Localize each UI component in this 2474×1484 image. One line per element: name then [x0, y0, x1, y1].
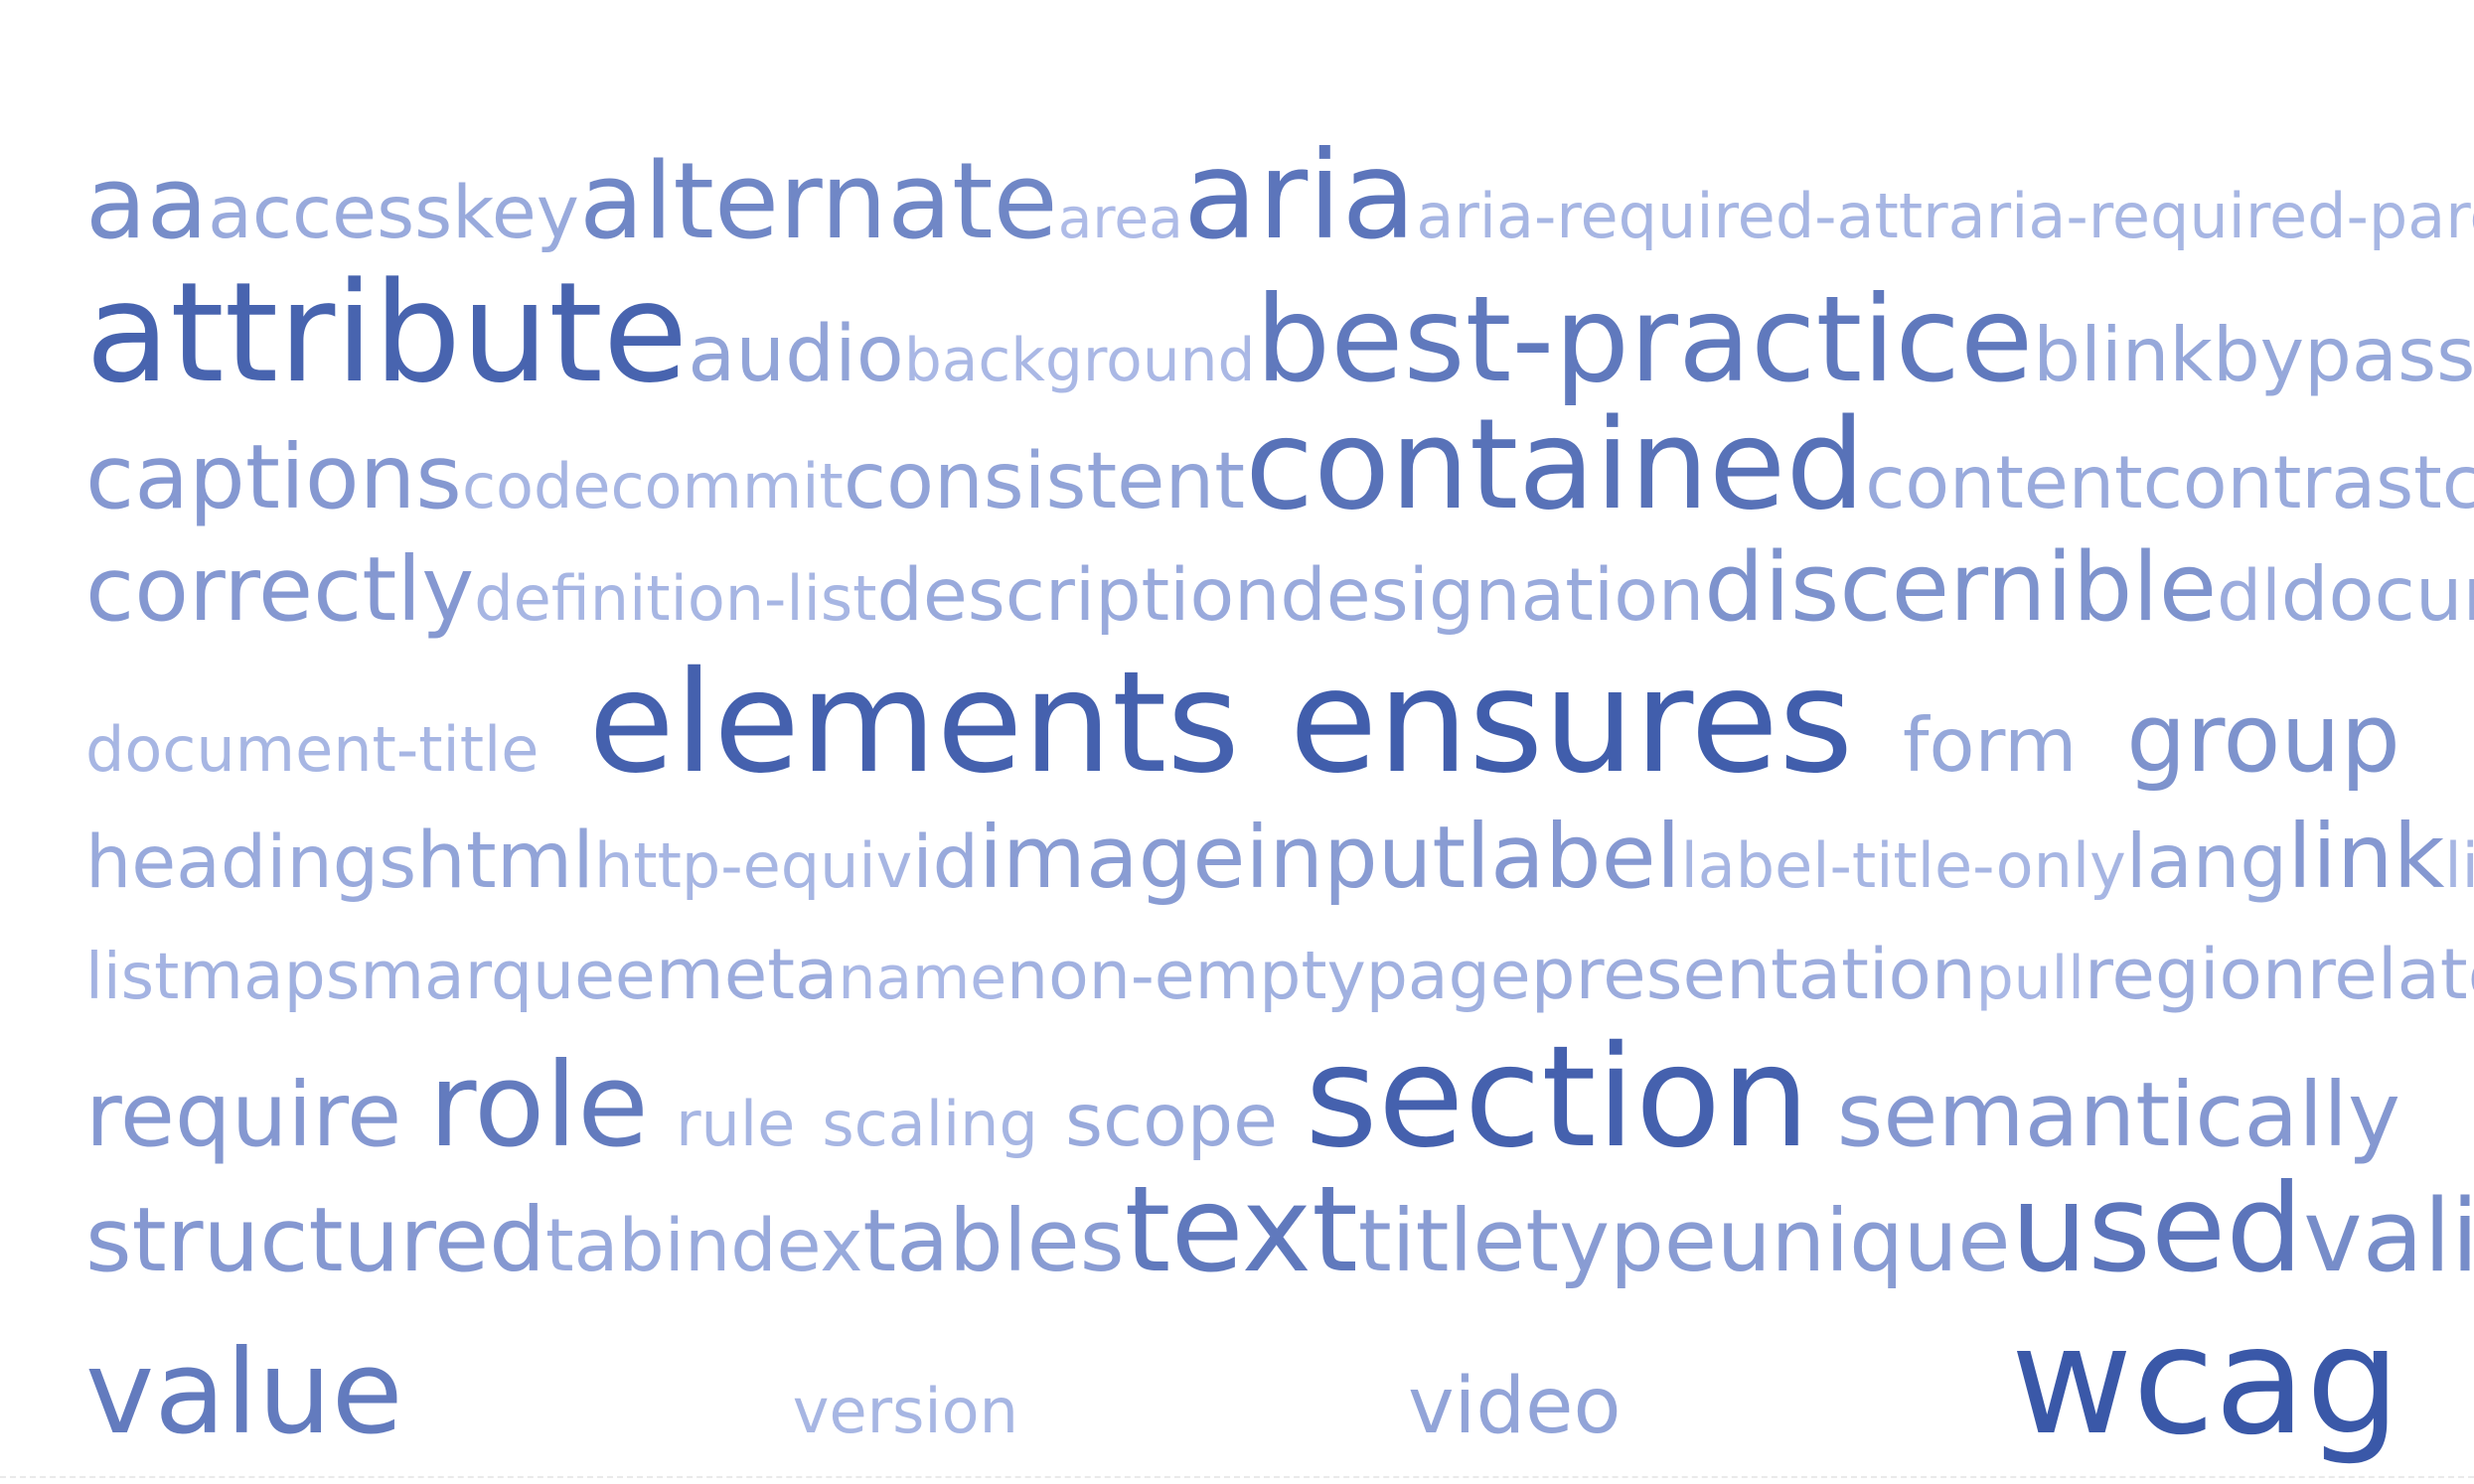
- tag-row: list maps marquee meta name non-empty page pres…: [85, 932, 2474, 1015]
- tag-pull[interactable]: pull: [1975, 943, 2085, 1013]
- tag-attribute[interactable]: attribute: [85, 252, 689, 414]
- tag-row: require role rule scaling scope section semant…: [85, 1028, 2400, 1168]
- tag-type[interactable]: type: [1525, 1191, 1717, 1291]
- tag-contrast[interactable]: contrast: [2142, 440, 2442, 525]
- tag-blink[interactable]: blink: [2033, 311, 2213, 399]
- tag-commit[interactable]: commit: [610, 449, 844, 522]
- tag-captions[interactable]: captions: [85, 425, 462, 529]
- tag-consistent[interactable]: consistent: [843, 434, 1245, 526]
- tag-value[interactable]: value: [85, 1324, 403, 1461]
- tag-group[interactable]: group: [2126, 684, 2400, 795]
- tag-row: headings html http-equiv id image input label l…: [85, 805, 2474, 909]
- tag-ensures[interactable]: ensures: [1289, 639, 1854, 807]
- tag-related[interactable]: related: [2306, 932, 2474, 1015]
- tag-content[interactable]: content: [1865, 440, 2143, 525]
- tag-structured[interactable]: structured: [85, 1188, 545, 1292]
- tag-image[interactable]: image: [978, 808, 1246, 908]
- tag-version[interactable]: version: [792, 1375, 1018, 1448]
- tag-aria-required-attr[interactable]: aria-required-attr: [1416, 179, 1948, 252]
- tag-correct[interactable]: correct: [2441, 440, 2474, 525]
- tag-lang[interactable]: lang: [2125, 816, 2288, 905]
- tag-wcag[interactable]: wcag: [2010, 1295, 2400, 1469]
- tag-title[interactable]: title: [1357, 1191, 1526, 1291]
- divider: [0, 1476, 2474, 1478]
- tag-maps[interactable]: maps: [179, 936, 361, 1014]
- tag-scope[interactable]: scope: [1064, 1079, 1279, 1164]
- tag-discernible[interactable]: discernible: [1704, 533, 2218, 644]
- tag-video[interactable]: video: [1408, 1360, 1622, 1452]
- tag-area[interactable]: area: [1057, 186, 1183, 251]
- tag-html[interactable]: html: [416, 814, 594, 906]
- tag-scaling[interactable]: scaling: [822, 1088, 1038, 1161]
- tag-tabindex[interactable]: tabindex: [544, 1203, 863, 1288]
- tag-cloud: aa accesskey alternate area aria aria-require…: [85, 60, 2474, 1456]
- tag-contained[interactable]: contained: [1244, 390, 1866, 537]
- tag-meta[interactable]: meta: [655, 932, 839, 1015]
- tag-name[interactable]: name: [838, 943, 1007, 1013]
- tag-aa[interactable]: aa: [85, 144, 209, 261]
- tag-aria[interactable]: aria: [1182, 123, 1417, 266]
- tag-row: value version video wcag: [85, 1307, 2400, 1456]
- tag-code[interactable]: code: [461, 449, 611, 522]
- tag-page[interactable]: page: [1365, 936, 1531, 1014]
- tag-aria-required-parent[interactable]: aria-required-parent: [1947, 179, 2474, 252]
- tag-semantically[interactable]: semantically: [1836, 1064, 2400, 1168]
- tag-marquee[interactable]: marquee: [360, 936, 656, 1014]
- tag-label[interactable]: label: [1466, 805, 1681, 909]
- tag-row: captions code commit consistent contained con…: [85, 390, 2474, 537]
- tag-elements[interactable]: elements: [588, 642, 1240, 806]
- tag-row: attribute audio background best-practice bli…: [85, 252, 2474, 414]
- tag-description[interactable]: description: [876, 553, 1281, 639]
- tag-text[interactable]: text: [1124, 1160, 1358, 1299]
- tag-require[interactable]: require: [85, 1064, 402, 1168]
- tag-region[interactable]: region: [2084, 932, 2307, 1015]
- tag-audio[interactable]: audio: [688, 308, 904, 400]
- tag-row: correctly definition-list description desig…: [85, 533, 2474, 644]
- tag-unique[interactable]: unique: [1716, 1191, 2011, 1291]
- tag-row: document-title elements ensures form group: [85, 651, 2400, 795]
- tag-non-empty[interactable]: non-empty: [1006, 936, 1366, 1014]
- tag-accesskey[interactable]: accesskey: [208, 170, 579, 255]
- tag-headings[interactable]: headings: [85, 819, 417, 905]
- tag-best-practice[interactable]: best-practice: [1255, 271, 2034, 410]
- tag-row: aa accesskey alternate area aria aria-require…: [85, 123, 2474, 266]
- tag-input[interactable]: input: [1245, 808, 1467, 908]
- tag-correctly[interactable]: correctly: [85, 538, 475, 643]
- tag-link-name[interactable]: link-name: [2444, 828, 2474, 902]
- tag-alternate[interactable]: alternate: [578, 139, 1058, 262]
- tag-http-equiv[interactable]: http-equiv: [593, 828, 913, 902]
- tag-document-title[interactable]: document-title: [85, 713, 540, 787]
- tag-role[interactable]: role: [428, 1037, 649, 1174]
- tag-section[interactable]: section: [1305, 1016, 1810, 1180]
- tag-link[interactable]: link: [2287, 805, 2445, 909]
- tag-tables[interactable]: tables: [862, 1191, 1125, 1291]
- tag-valid[interactable]: valid: [2303, 1177, 2474, 1294]
- tag-presentation[interactable]: presentation: [1530, 932, 1976, 1015]
- tag-designation[interactable]: designation: [1280, 553, 1705, 639]
- tag-document[interactable]: document: [2280, 550, 2474, 639]
- tag-row: structured tabindex tables text title type uni…: [85, 1156, 2474, 1299]
- tag-label-title-only[interactable]: label-title-only: [1680, 828, 2126, 902]
- tag-id[interactable]: id: [912, 819, 979, 905]
- tag-list[interactable]: list: [85, 939, 180, 1014]
- tag-background[interactable]: background: [903, 326, 1256, 396]
- tag-form[interactable]: form: [1903, 701, 2078, 790]
- tag-definition-list[interactable]: definition-list: [474, 562, 877, 636]
- tag-rule[interactable]: rule: [676, 1088, 796, 1161]
- tag-dl[interactable]: dl: [2217, 554, 2281, 638]
- tag-used[interactable]: used: [2010, 1156, 2304, 1299]
- tag-bypass[interactable]: bypass: [2212, 311, 2474, 399]
